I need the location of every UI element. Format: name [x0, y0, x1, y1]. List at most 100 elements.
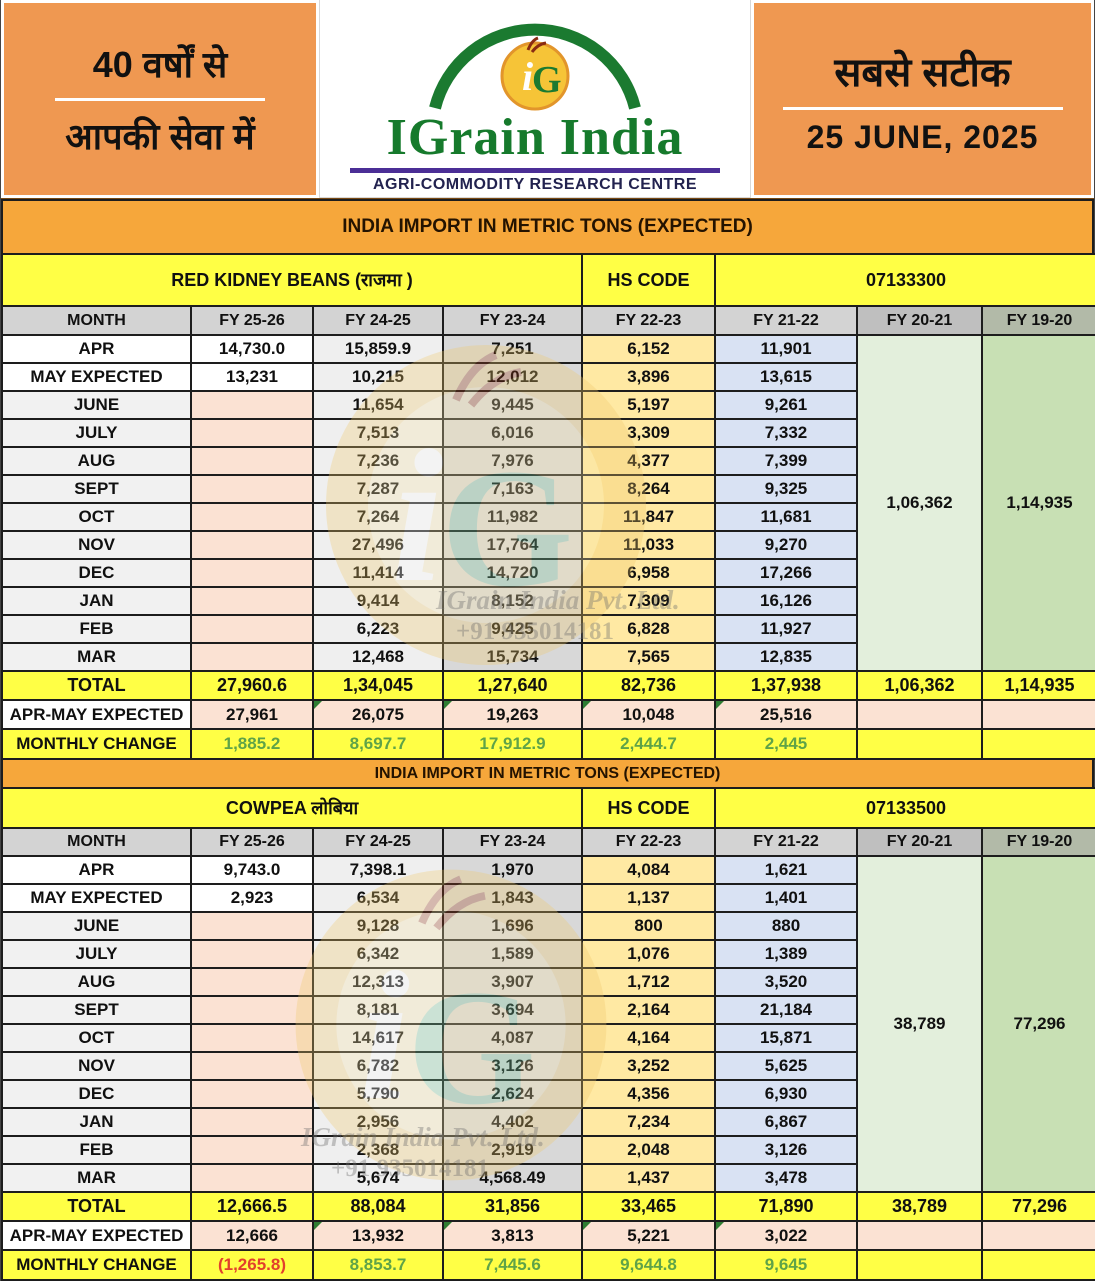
- value-cell: 3,126: [442, 1051, 583, 1081]
- column-header-cell: FY 21-22: [714, 305, 858, 336]
- value-cell: 6,930: [714, 1079, 858, 1109]
- table-row: FEB 6,223 9,425 6,828 11,927: [1, 614, 1095, 644]
- value-cell: 2,956: [312, 1107, 444, 1137]
- table-title-cell: RED KIDNEY BEANS (राजमा ): [1, 253, 583, 307]
- section-banner-cowpea: INDIA IMPORT IN METRIC TONS (EXPECTED): [1, 760, 1094, 787]
- total-value-cell: 33,465: [581, 1191, 716, 1222]
- merged-total-cell: 1,14,935: [980, 334, 1095, 672]
- merged-total-cell: 38,789: [856, 855, 983, 1193]
- value-cell: [190, 939, 314, 969]
- value-cell: 8,264: [581, 474, 716, 504]
- table-row: OCT 7,264 11,982 11,847 11,681: [1, 502, 1095, 532]
- value-cell: 11,654: [312, 390, 444, 420]
- value-cell: 7,234: [581, 1107, 716, 1137]
- total-value-cell: 12,666.5: [190, 1191, 314, 1222]
- apr-may-value-cell: 27,961: [190, 699, 314, 730]
- hs-code-value-cell: 07133300: [713, 253, 1095, 307]
- value-cell: 11,681: [714, 502, 858, 532]
- value-cell: 1,437: [581, 1163, 716, 1193]
- monthly-change-value-cell: 2,444.7: [581, 728, 716, 760]
- value-cell: [190, 530, 314, 560]
- total-label-cell: TOTAL: [1, 670, 192, 701]
- month-cell: MAR: [1, 642, 192, 672]
- value-cell: [190, 446, 314, 476]
- monthly-change-value-cell: [980, 728, 1095, 760]
- month-cell: JULY: [1, 418, 192, 448]
- apr-may-value-cell: [856, 1220, 983, 1251]
- value-cell: [190, 1107, 314, 1137]
- month-cell: MAY EXPECTED: [1, 362, 192, 392]
- month-cell: SEPT: [1, 474, 192, 504]
- value-cell: 4,164: [581, 1023, 716, 1053]
- table-row: DEC 5,790 2,624 4,356 6,930: [1, 1079, 1095, 1109]
- value-cell: 15,859.9: [312, 334, 444, 364]
- value-cell: 880: [714, 911, 858, 941]
- value-cell: 11,901: [714, 334, 858, 364]
- total-value-cell: 88,084: [312, 1191, 444, 1222]
- value-cell: 2,368: [312, 1135, 444, 1165]
- value-cell: 14,730.0: [190, 334, 314, 364]
- value-cell: 15,734: [442, 642, 583, 672]
- value-cell: 1,970: [442, 855, 583, 885]
- value-cell: 5,625: [714, 1051, 858, 1081]
- value-cell: 2,923: [190, 883, 314, 913]
- value-cell: 5,674: [312, 1163, 444, 1193]
- value-cell: 9,325: [714, 474, 858, 504]
- value-cell: [190, 1135, 314, 1165]
- value-cell: 27,496: [312, 530, 444, 560]
- value-cell: [190, 474, 314, 504]
- value-cell: 6,223: [312, 614, 444, 644]
- monthly-change-value-cell: [856, 1249, 983, 1281]
- value-cell: 13,615: [714, 362, 858, 392]
- column-header-cell: FY 20-21: [856, 305, 983, 336]
- monthly-change-value-cell: 7,445.6: [442, 1249, 583, 1281]
- month-cell: DEC: [1, 1079, 192, 1109]
- value-cell: 4,377: [581, 446, 716, 476]
- month-cell: NOV: [1, 1051, 192, 1081]
- value-cell: 7,236: [312, 446, 444, 476]
- apr-may-label-cell: APR-MAY EXPECTED: [1, 1220, 192, 1251]
- value-cell: 6,534: [312, 883, 444, 913]
- value-cell: [190, 614, 314, 644]
- red-kidney-beans-table: RED KIDNEY BEANS (राजमा ) HS CODE 07133300…: [1, 253, 1095, 760]
- report-date: 25 JUNE, 2025: [806, 118, 1039, 155]
- value-cell: 13,231: [190, 362, 314, 392]
- value-cell: 3,126: [714, 1135, 858, 1165]
- value-cell: 6,828: [581, 614, 716, 644]
- table-row: MAR 5,674 4,568.49 1,437 3,478: [1, 1163, 1095, 1193]
- total-value-cell: 1,06,362: [856, 670, 983, 701]
- month-cell: FEB: [1, 614, 192, 644]
- value-cell: 4,356: [581, 1079, 716, 1109]
- value-cell: 15,871: [714, 1023, 858, 1053]
- apr-may-value-cell: [980, 699, 1095, 730]
- table-row: JULY 7,513 6,016 3,309 7,332: [1, 418, 1095, 448]
- value-cell: 7,513: [312, 418, 444, 448]
- month-cell: APR: [1, 855, 192, 885]
- value-cell: 11,847: [581, 502, 716, 532]
- apr-may-value-cell: [856, 699, 983, 730]
- month-cell: AUG: [1, 446, 192, 476]
- table-row: DEC 11,414 14,720 6,958 17,266: [1, 558, 1095, 588]
- value-cell: 1,389: [714, 939, 858, 969]
- monthly-change-value-cell: 9,644.8: [581, 1249, 716, 1281]
- month-cell: MAY EXPECTED: [1, 883, 192, 913]
- value-cell: 12,468: [312, 642, 444, 672]
- svg-text:i: i: [522, 54, 533, 99]
- value-cell: 4,402: [442, 1107, 583, 1137]
- value-cell: 7,287: [312, 474, 444, 504]
- column-header-cell: MONTH: [1, 305, 192, 336]
- total-value-cell: 1,14,935: [980, 670, 1095, 701]
- value-cell: 3,309: [581, 418, 716, 448]
- value-cell: 1,137: [581, 883, 716, 913]
- value-cell: 17,764: [442, 530, 583, 560]
- table-row: MAY EXPECTED 2,923 6,534 1,843 1,137 1,401: [1, 883, 1095, 913]
- table-row: JAN 2,956 4,402 7,234 6,867: [1, 1107, 1095, 1137]
- igrain-logo-icon: i G: [429, 23, 641, 111]
- value-cell: 7,163: [442, 474, 583, 504]
- value-cell: 9,270: [714, 530, 858, 560]
- divider: [55, 97, 265, 101]
- value-cell: [190, 1163, 314, 1193]
- value-cell: [190, 642, 314, 672]
- value-cell: 11,033: [581, 530, 716, 560]
